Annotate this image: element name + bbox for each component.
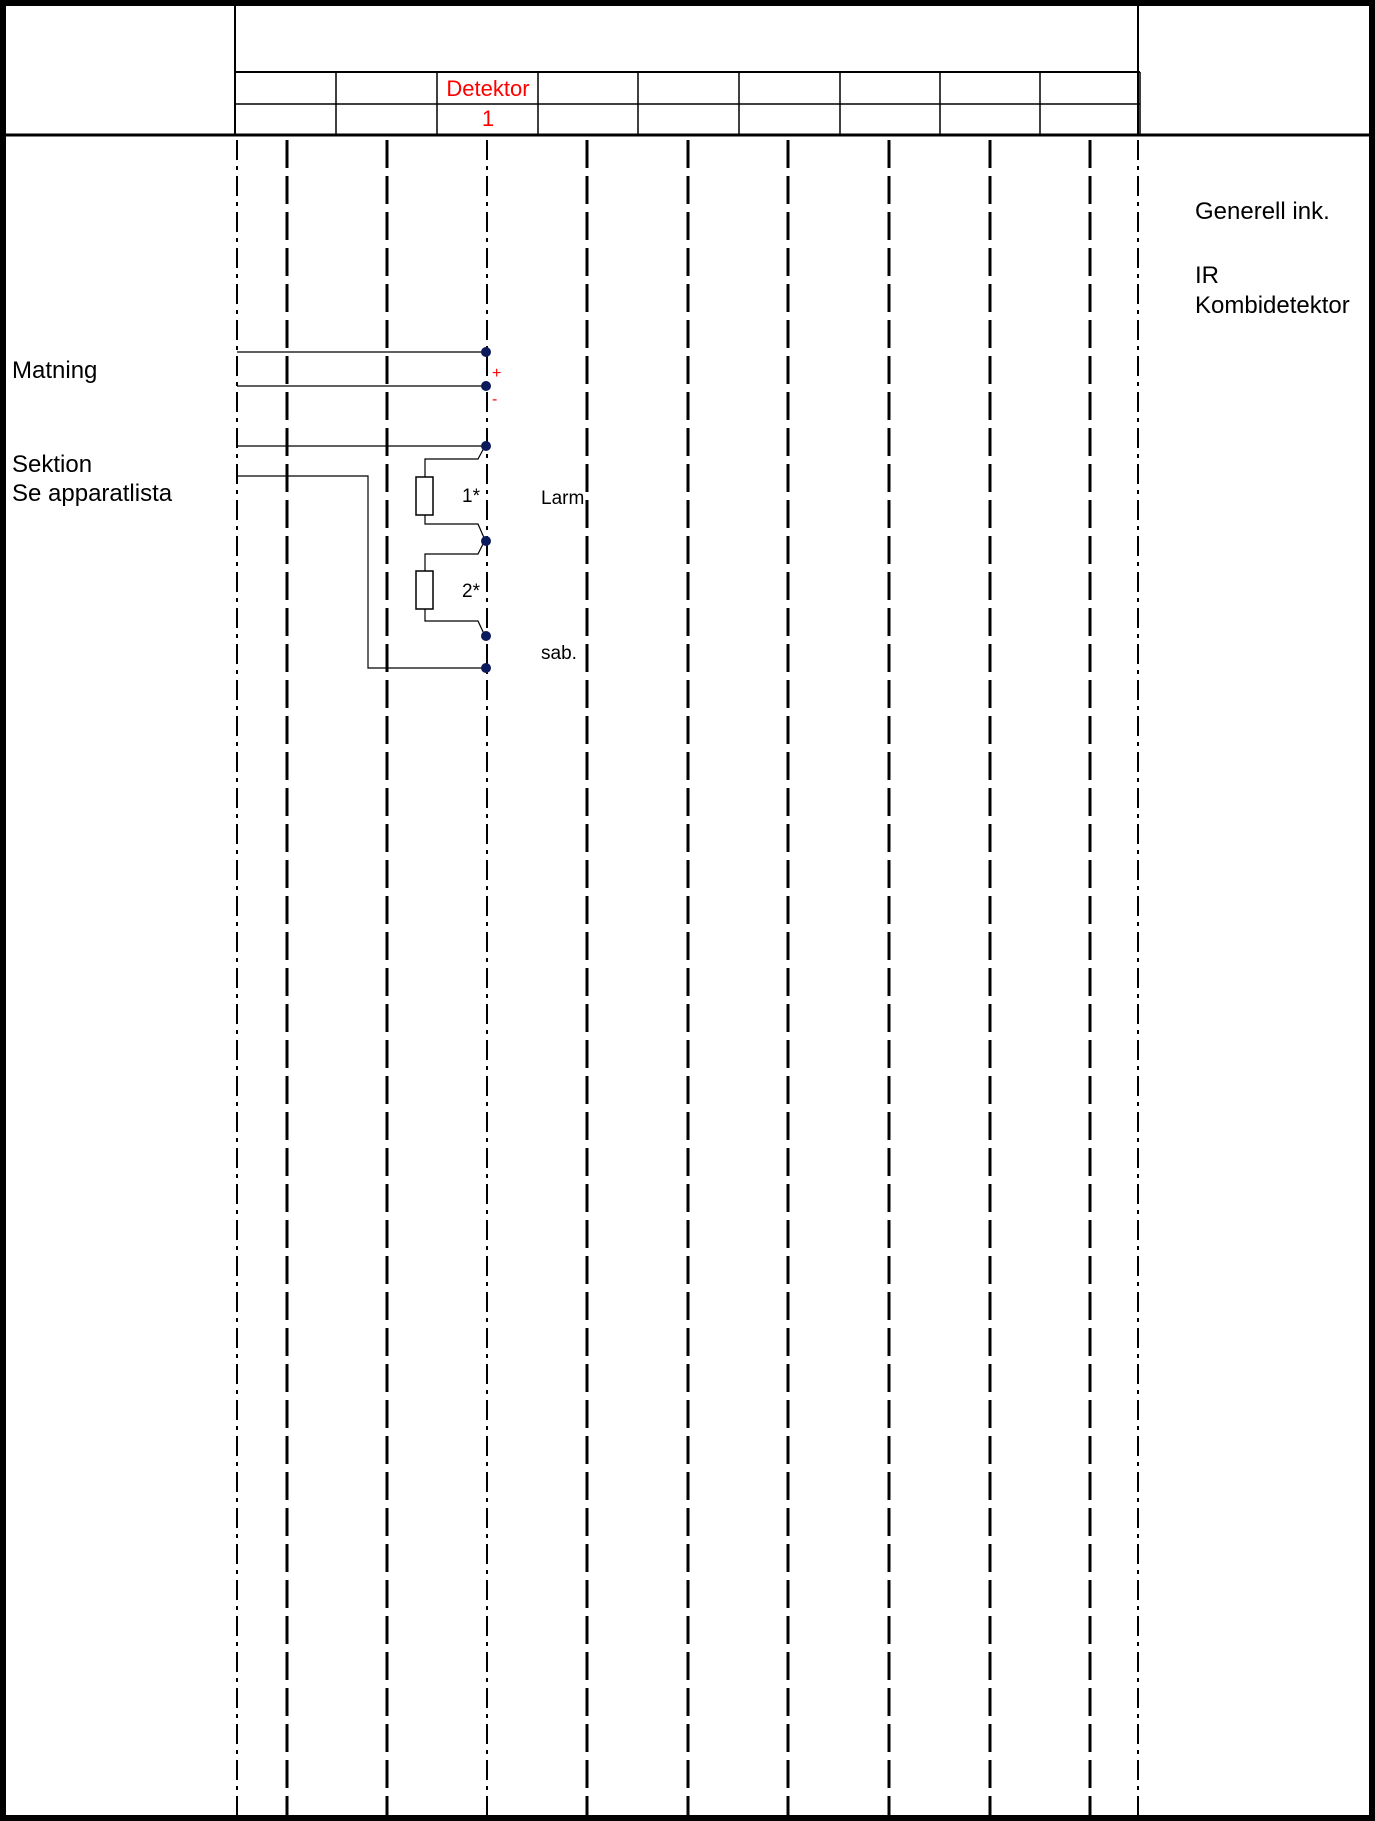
device-note-line1: IR bbox=[1195, 262, 1219, 289]
terminal-dot-icon bbox=[481, 381, 491, 391]
supply-label: Matning bbox=[12, 357, 97, 384]
sabotage-label: sab. bbox=[541, 643, 577, 664]
terminal-dot-icon bbox=[481, 347, 491, 357]
resistor-1-label: 1* bbox=[462, 486, 481, 507]
device-note-line2: Kombidetektor bbox=[1195, 292, 1350, 319]
wiring bbox=[237, 351, 486, 669]
resistors bbox=[415, 476, 434, 610]
terminal-dot-icon bbox=[481, 663, 491, 673]
terminal-dot-icon bbox=[481, 441, 491, 451]
terminal-dots bbox=[481, 347, 491, 673]
terminal-dot-icon bbox=[481, 631, 491, 641]
header-column-titles: Detektor bbox=[446, 76, 529, 101]
r1-bottom-lead bbox=[424, 515, 486, 541]
resistor-2-icon bbox=[415, 570, 434, 610]
resistor-1-icon bbox=[415, 476, 434, 516]
terminal-minus-label: - bbox=[492, 391, 497, 408]
section-label: Sektion bbox=[12, 451, 92, 478]
terminal-dot-icon bbox=[481, 536, 491, 546]
section-wire-bottom bbox=[237, 475, 485, 669]
terminal-plus-label: + bbox=[492, 365, 501, 382]
header-column-numbers: 1 bbox=[482, 106, 494, 131]
r2-top-lead bbox=[424, 539, 486, 571]
column-title-3: Detektor bbox=[446, 76, 529, 101]
section-note-label: Se apparatlista bbox=[12, 480, 173, 507]
r1-top-lead bbox=[424, 445, 486, 477]
header-column-dividers bbox=[335, 72, 1141, 135]
column-number-3: 1 bbox=[482, 106, 494, 131]
general-note: Generell ink. bbox=[1195, 198, 1330, 225]
r2-bottom-lead bbox=[424, 609, 486, 637]
alarm-label: Larm bbox=[541, 488, 584, 509]
resistor-2-label: 2* bbox=[462, 581, 481, 602]
dashed-grid-lines bbox=[236, 140, 1139, 1818]
